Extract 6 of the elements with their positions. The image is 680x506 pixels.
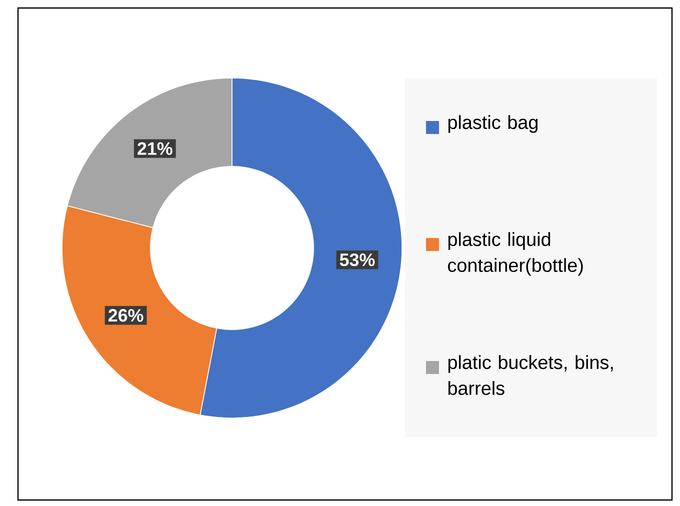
data-label: 21% bbox=[138, 142, 172, 155]
data-label: 53% bbox=[340, 253, 375, 266]
legend-label: platic buckets, bins, barrels bbox=[448, 355, 613, 395]
data-label: 26% bbox=[108, 309, 144, 322]
legend-label: plastic bag bbox=[448, 115, 538, 133]
legend-label: plastic liquid container(bottle) bbox=[448, 232, 583, 276]
